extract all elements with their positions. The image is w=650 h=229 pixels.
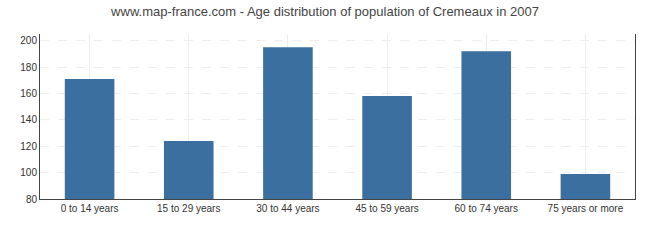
svg-text:75 years or more: 75 years or more xyxy=(548,203,624,214)
svg-text:60 to 74 years: 60 to 74 years xyxy=(455,203,518,214)
svg-text:www.map-france.com - Age distr: www.map-france.com - Age distribution of… xyxy=(110,4,539,19)
svg-text:0 to 14 years: 0 to 14 years xyxy=(61,203,119,214)
svg-text:30 to 44 years: 30 to 44 years xyxy=(256,203,319,214)
svg-text:45 to 59 years: 45 to 59 years xyxy=(355,203,418,214)
svg-text:15 to 29 years: 15 to 29 years xyxy=(157,203,220,214)
svg-text:100: 100 xyxy=(20,167,37,178)
svg-text:160: 160 xyxy=(20,88,37,99)
svg-text:200: 200 xyxy=(20,35,37,46)
svg-text:140: 140 xyxy=(20,114,37,125)
svg-text:120: 120 xyxy=(20,141,37,152)
svg-text:180: 180 xyxy=(20,62,37,73)
svg-text:80: 80 xyxy=(26,194,38,205)
